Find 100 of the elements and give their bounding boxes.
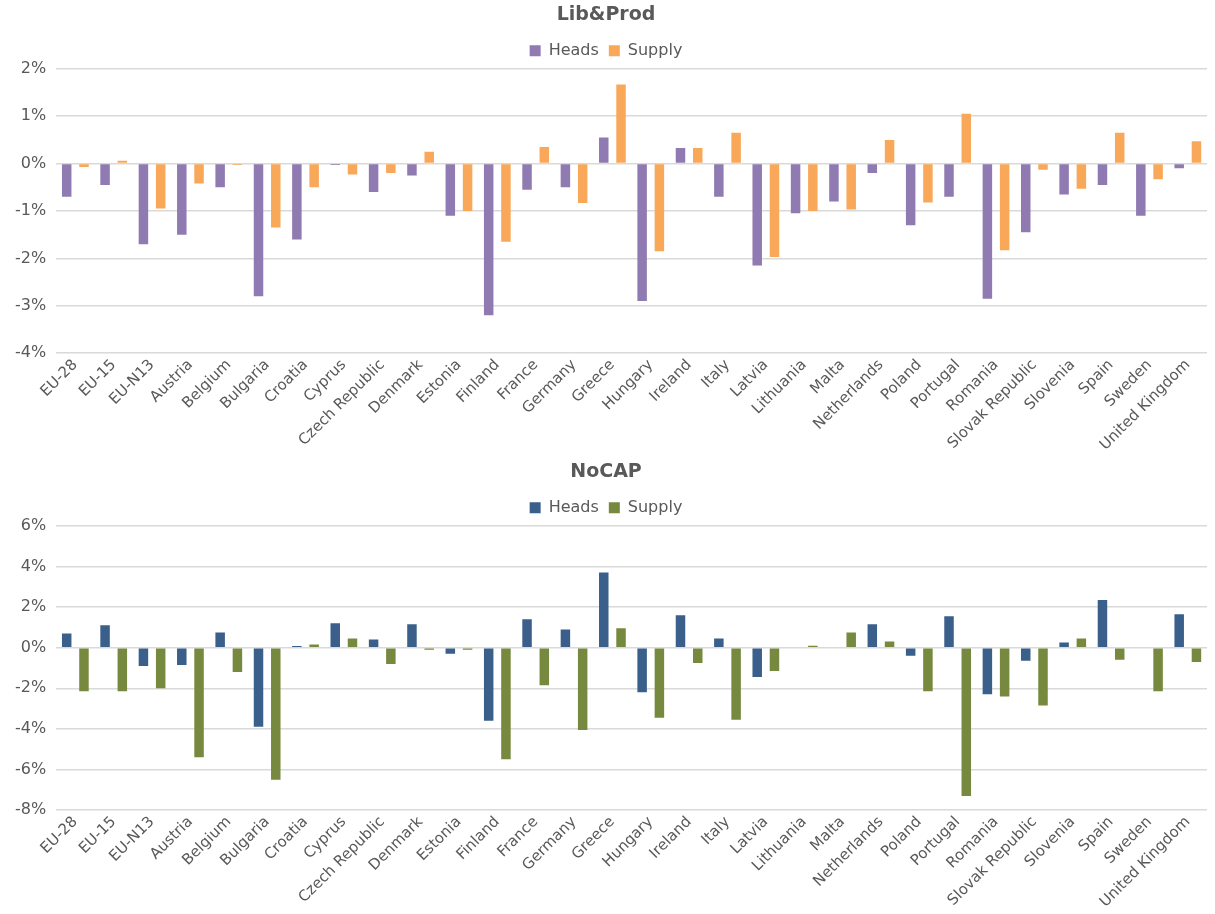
bar [1038, 164, 1048, 170]
bar [961, 113, 972, 163]
bar [693, 147, 703, 163]
bar [177, 164, 187, 235]
bar [846, 164, 856, 210]
bar [884, 139, 895, 163]
bar [271, 164, 281, 228]
bar [769, 164, 780, 257]
legend-label: Supply [627, 496, 683, 516]
bar [501, 648, 511, 760]
bar [654, 164, 665, 252]
bar [637, 164, 647, 302]
bar [117, 648, 128, 692]
bar [271, 648, 281, 780]
bar [808, 164, 818, 211]
legend-label: Heads [548, 496, 599, 516]
bar [752, 164, 762, 266]
bar [386, 164, 396, 174]
bar [790, 164, 801, 214]
bar [1191, 141, 1202, 163]
bar [905, 648, 916, 656]
bar [1021, 648, 1031, 661]
y-tick-label: 0% [20, 636, 47, 656]
bar [982, 648, 993, 695]
bar [599, 572, 609, 647]
bar [1076, 638, 1087, 647]
bar [577, 648, 588, 730]
bar [867, 164, 878, 174]
bar [1136, 164, 1146, 216]
bar [407, 624, 417, 647]
chart-title: Lib&Prod [556, 2, 656, 25]
bar [155, 648, 166, 689]
bar [424, 151, 434, 163]
bar [1114, 132, 1125, 163]
bar [829, 164, 839, 202]
y-tick-label: -3% [15, 294, 47, 314]
bar [1191, 648, 1202, 662]
y-tick-label: -8% [15, 799, 47, 819]
bar [79, 164, 89, 167]
bar [867, 624, 878, 647]
bar [253, 648, 264, 727]
bar [982, 164, 993, 299]
bar [215, 164, 225, 188]
y-tick-label: -1% [15, 200, 47, 220]
bar [194, 648, 204, 758]
bar [177, 648, 187, 665]
bar [138, 648, 149, 666]
bar [1114, 648, 1125, 660]
bar [368, 639, 379, 647]
bar [138, 164, 149, 245]
bar [1097, 599, 1108, 647]
y-tick-label: -2% [15, 247, 47, 267]
bar [483, 164, 494, 316]
y-tick-label: -6% [15, 758, 47, 778]
bar [100, 625, 110, 647]
bar [714, 164, 724, 197]
bar [923, 648, 933, 692]
bar [368, 164, 379, 193]
bar [944, 616, 954, 647]
bar [675, 615, 686, 647]
bar [309, 164, 319, 188]
bar [539, 648, 550, 686]
chart-title: NoCAP [570, 459, 642, 482]
bar [693, 648, 703, 663]
bar [155, 164, 166, 209]
bar [386, 648, 396, 664]
legend-label: Supply [627, 39, 683, 59]
bar [1153, 648, 1163, 692]
bar [1059, 642, 1069, 647]
bar [599, 137, 609, 163]
bar [769, 648, 780, 672]
bar [1038, 648, 1048, 706]
bar [1174, 614, 1184, 647]
bar [616, 84, 626, 163]
bar [731, 132, 741, 163]
y-tick-label: -4% [15, 342, 47, 362]
bar [1059, 164, 1069, 195]
bar [731, 648, 741, 720]
y-tick-label: 0% [20, 152, 47, 172]
bar [923, 164, 933, 203]
bar [1153, 164, 1163, 180]
bar [117, 160, 128, 163]
bar [675, 147, 686, 163]
bar [1021, 164, 1031, 233]
bar [999, 648, 1010, 697]
bar [61, 633, 72, 647]
bar [961, 648, 972, 796]
bar [215, 632, 225, 647]
bar [483, 648, 494, 721]
bar [560, 164, 571, 188]
bar [522, 164, 532, 190]
y-tick-label: 2% [20, 596, 47, 616]
bar [407, 164, 417, 176]
bar [501, 164, 511, 242]
bar [1076, 164, 1087, 189]
bar [637, 648, 647, 693]
y-tick-label: 2% [20, 57, 47, 77]
y-tick-label: 1% [20, 105, 47, 125]
bar [330, 623, 340, 647]
bar [445, 648, 456, 654]
